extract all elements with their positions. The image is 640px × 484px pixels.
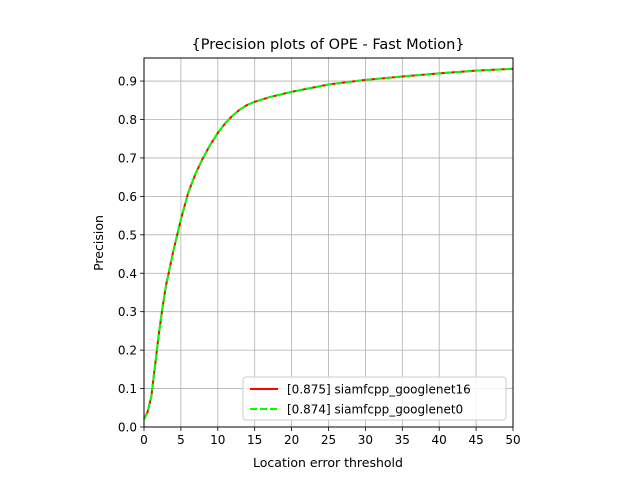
x-tick-label: 0	[140, 433, 148, 447]
y-axis: 0.0 0.1 0.2 0.3 0.4 0.5 0.6 0.7 0.8 0.9	[118, 75, 144, 435]
y-tick-label: 0.4	[118, 267, 137, 281]
x-axis-label: Location error threshold	[253, 455, 403, 470]
y-tick-label: 0.3	[118, 305, 137, 319]
x-tick-label: 40	[432, 433, 447, 447]
chart-title: {Precision plots of OPE - Fast Motion}	[192, 37, 465, 53]
legend: [0.875] siamfcpp_googlenet16 [0.874] siam…	[242, 376, 507, 421]
y-tick-label: 0.8	[118, 113, 137, 127]
y-tick-label: 0.9	[118, 75, 137, 89]
legend-box	[242, 376, 507, 421]
x-tick-label: 35	[395, 433, 410, 447]
legend-label-1: [0.874] siamfcpp_googlenet0	[287, 403, 463, 417]
x-tick-label: 20	[284, 433, 299, 447]
x-tick-label: 10	[210, 433, 225, 447]
y-tick-label: 0.0	[118, 421, 137, 435]
series-layer	[143, 67, 514, 420]
y-tick-label: 0.6	[118, 190, 137, 204]
x-tick-label: 15	[247, 433, 262, 447]
y-axis-label: Precision	[91, 215, 106, 271]
y-tick-label: 0.1	[118, 382, 137, 396]
x-tick-label: 30	[358, 433, 373, 447]
legend-label-0: [0.875] siamfcpp_googlenet16	[287, 383, 471, 397]
x-tick-label: 5	[177, 433, 185, 447]
x-tick-label: 50	[505, 433, 520, 447]
y-tick-label: 0.7	[118, 151, 137, 165]
series-line-1	[143, 67, 514, 420]
x-tick-label: 25	[321, 433, 336, 447]
grid	[143, 58, 514, 428]
y-tick-label: 0.5	[118, 228, 137, 242]
x-tick-label: 45	[468, 433, 483, 447]
y-tick-label: 0.2	[118, 344, 137, 358]
x-axis: 0 5 10 15 20 25 30 35 40 45 50	[140, 427, 521, 447]
